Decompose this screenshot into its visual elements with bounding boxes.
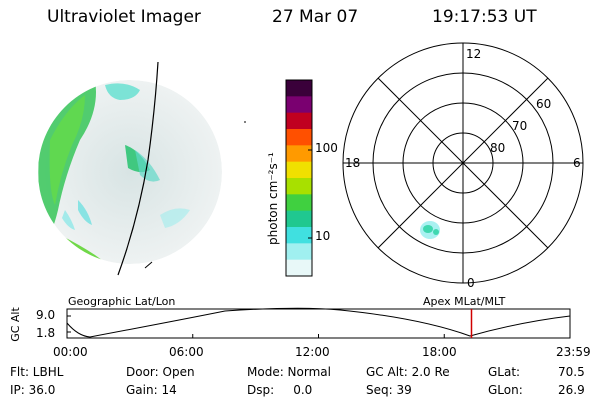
mode-status: Mode: Normal <box>247 365 331 379</box>
lat-label-60: 60 <box>536 97 552 111</box>
y-tick-9: 9.0 <box>36 308 56 322</box>
ip-status: IP: 36.0 <box>10 383 56 397</box>
colorbar-tick-100: 100 <box>315 141 338 155</box>
x-tick-0600: 06:00 <box>169 345 204 359</box>
glon-label: GLon: <box>488 383 523 397</box>
colorbar-tick-10: 10 <box>315 229 331 243</box>
y-tick-1-8: 1.8 <box>36 326 56 340</box>
apex-label: Apex MLat/MLT <box>423 295 506 308</box>
colorbar-segment <box>286 96 312 114</box>
polar-grid <box>342 42 584 284</box>
colorbar-segment <box>286 210 312 228</box>
colorbar-segment <box>286 194 312 212</box>
gain-status: Gain: 14 <box>126 383 177 397</box>
x-tick-1200: 12:00 <box>295 345 330 359</box>
colorbar-segment <box>286 112 312 130</box>
auroral-image <box>38 61 246 276</box>
dsp-status: Dsp: 0.0 <box>247 383 313 397</box>
mlt-label-6: 6 <box>573 156 581 170</box>
filter-status: Flt: LBHL <box>10 365 64 379</box>
mlt-label-0: 0 <box>467 276 475 290</box>
x-tick-1800: 18:00 <box>422 345 457 359</box>
lat-label-80: 80 <box>490 141 506 155</box>
colorbar-unit-label: photon cm⁻²s⁻¹ <box>266 152 280 245</box>
timeline-plot <box>66 307 571 339</box>
glon-value: 26.9 <box>558 383 585 397</box>
colorbar <box>285 79 313 277</box>
x-tick-0000: 00:00 <box>53 345 88 359</box>
polar-aurora <box>420 221 440 239</box>
lat-label-70: 70 <box>512 119 528 133</box>
gc-alt-status: GC Alt: 2.0 Re <box>366 365 450 379</box>
glat-label: GLat: <box>488 365 521 379</box>
colorbar-segment <box>286 227 312 244</box>
terminator-line <box>117 61 159 276</box>
instrument-title: Ultraviolet Imager <box>47 7 201 27</box>
door-status: Door: Open <box>126 365 195 379</box>
colorbar-segment <box>286 259 312 277</box>
colorbar-segment <box>286 161 312 179</box>
gc-alt-axis-label: GC Alt <box>8 307 22 342</box>
colorbar-segment <box>286 243 312 261</box>
geographic-label: Geographic Lat/Lon <box>68 295 176 308</box>
mlt-label-18: 18 <box>345 156 361 170</box>
observation-date: 27 Mar 07 <box>272 7 359 27</box>
mlt-label-12: 12 <box>466 47 482 61</box>
colorbar-segment <box>286 178 312 195</box>
observation-time: 19:17:53 UT <box>432 7 537 27</box>
x-tick-2359: 23:59 <box>556 345 591 359</box>
colorbar-segment <box>286 145 312 163</box>
glat-value: 70.5 <box>558 365 585 379</box>
colorbar-segment <box>286 129 312 146</box>
seq-status: Seq: 39 <box>366 383 412 397</box>
colorbar-segment <box>286 80 312 97</box>
